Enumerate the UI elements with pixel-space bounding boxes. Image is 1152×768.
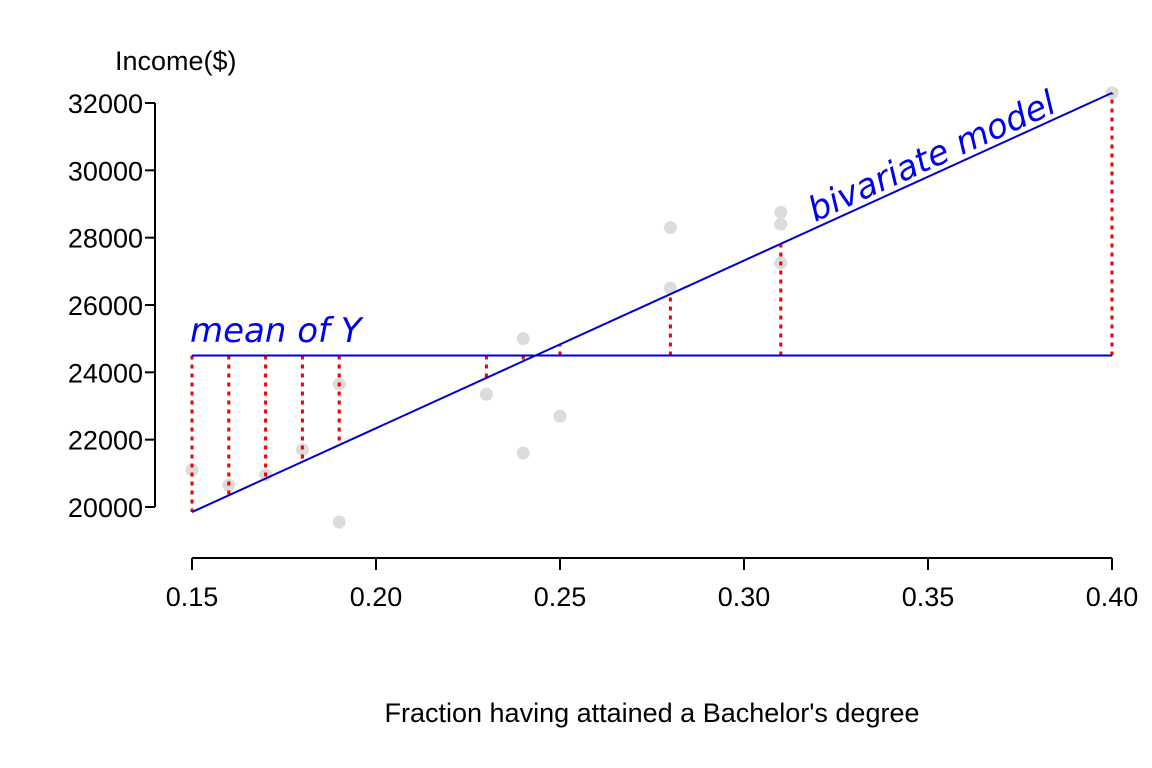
data-point <box>553 409 567 423</box>
data-point <box>774 205 788 219</box>
x-tick-label: 0.20 <box>350 582 403 612</box>
mean-label: mean of Y <box>190 311 364 351</box>
data-point <box>774 217 788 231</box>
x-axis-title: Fraction having attained a Bachelor's de… <box>385 698 920 728</box>
y-tick-label: 30000 <box>68 156 143 186</box>
data-point <box>295 443 309 457</box>
y-tick-label: 22000 <box>68 426 143 456</box>
data-point <box>516 332 530 346</box>
data-point <box>663 221 677 235</box>
regression-line <box>191 91 1113 513</box>
data-point <box>332 515 346 529</box>
data-point <box>479 387 493 401</box>
y-tick-label: 20000 <box>68 493 143 523</box>
y-tick-label: 28000 <box>68 224 143 254</box>
x-tick-label: 0.30 <box>718 582 771 612</box>
y-axis-title: Income($) <box>115 46 237 76</box>
x-tick-label: 0.15 <box>166 582 219 612</box>
data-point <box>663 281 677 295</box>
y-tick-label: 24000 <box>68 358 143 388</box>
model-label: bivariate model <box>802 83 1062 230</box>
x-axis: 0.15 0.20 0.25 0.30 0.35 0.40 <box>166 557 1139 612</box>
x-tick-label: 0.40 <box>1086 582 1139 612</box>
data-point <box>516 446 530 460</box>
x-tick-label: 0.35 <box>902 582 955 612</box>
data-point <box>185 463 199 477</box>
x-tick-label: 0.25 <box>534 582 587 612</box>
y-tick-label: 32000 <box>68 89 143 119</box>
y-axis: 20000 22000 24000 26000 28000 30000 32000 <box>68 89 156 523</box>
data-points <box>185 86 1119 529</box>
y-tick-label: 26000 <box>68 291 143 321</box>
